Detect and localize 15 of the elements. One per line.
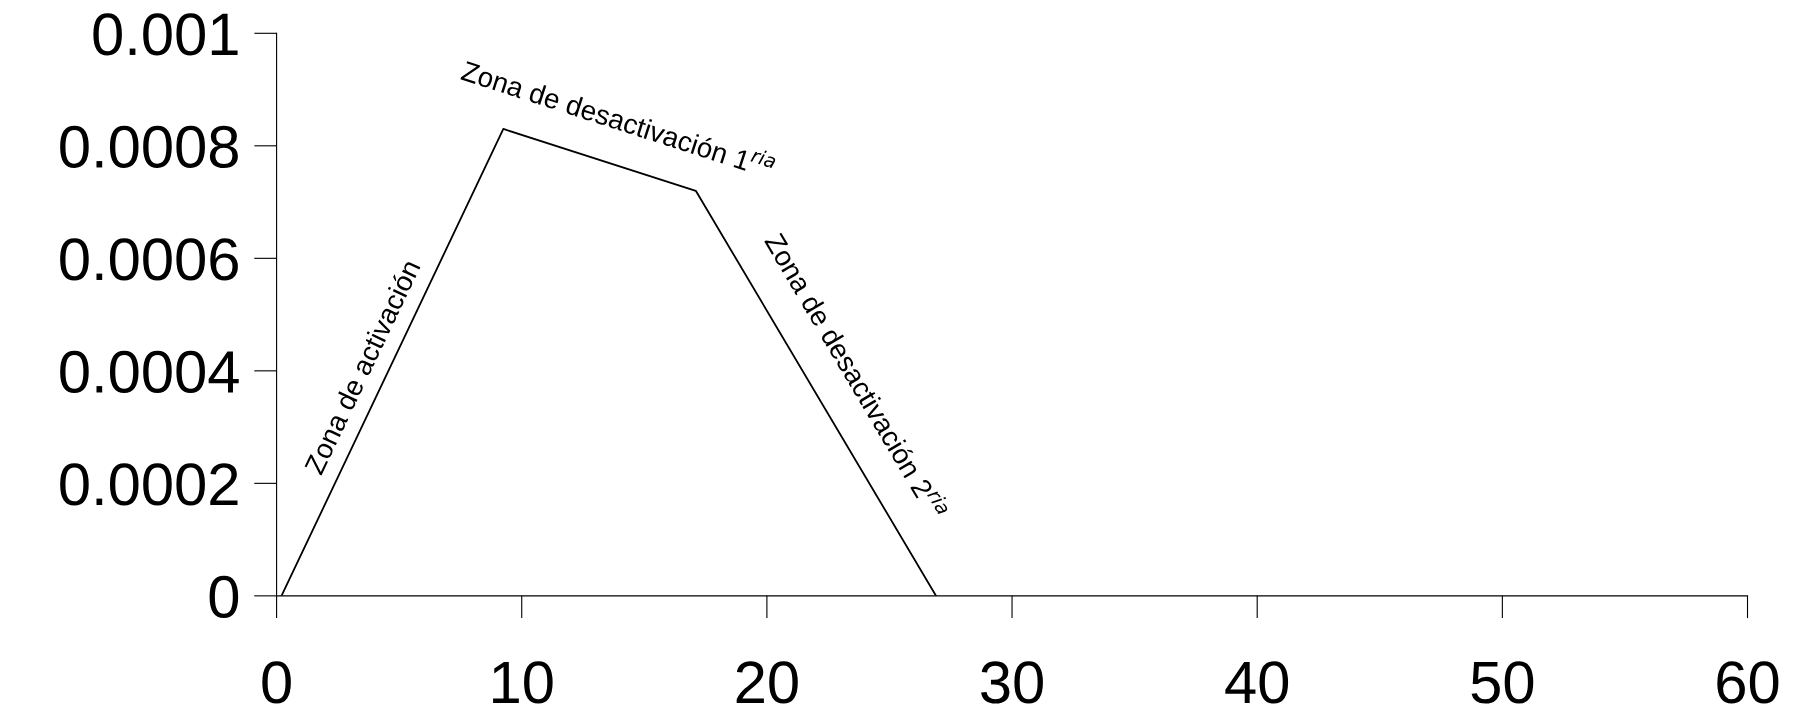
annotation: Zona de desactivación 2$^{ria}$: [764, 228, 952, 521]
x-tick-label: 30: [981, 661, 1043, 704]
x-tick-label: 60: [1717, 661, 1779, 704]
x-tick-label: 10: [493, 661, 553, 704]
x-tick-label: 0: [262, 661, 291, 704]
y-tick-label: 0.001: [93, 13, 238, 56]
y-tick-label: 0: [209, 575, 239, 619]
y-tick-label: 0.0002: [60, 463, 238, 506]
y-tick-label: 0.0004: [60, 350, 239, 394]
x-tick-label: 20: [736, 661, 798, 704]
x-tick-label: 40: [1225, 661, 1289, 704]
y-tick-label: 0.0008: [60, 125, 238, 169]
annotation: Zona de desactivación 1$^{ria}$: [460, 55, 778, 179]
y-tick-label: 0.0006: [60, 238, 238, 281]
x-tick-label: 50: [1471, 661, 1534, 704]
